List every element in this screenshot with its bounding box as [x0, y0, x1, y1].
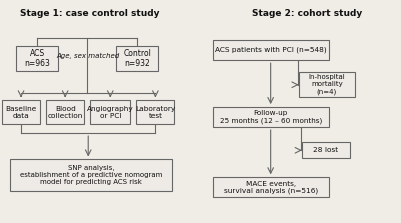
Text: ACS patients with PCI (n=548): ACS patients with PCI (n=548)	[215, 47, 326, 54]
FancyBboxPatch shape	[116, 46, 158, 71]
Text: MACE events,
survival analysis (n=516): MACE events, survival analysis (n=516)	[223, 181, 318, 194]
Text: Stage 1: case control study: Stage 1: case control study	[20, 9, 160, 18]
Text: Follow-up
25 months (12 – 60 months): Follow-up 25 months (12 – 60 months)	[220, 110, 322, 124]
FancyBboxPatch shape	[302, 142, 350, 158]
Text: In-hospital
mortality
(n=4): In-hospital mortality (n=4)	[308, 74, 345, 95]
Text: Blood
collection: Blood collection	[47, 105, 83, 119]
FancyBboxPatch shape	[10, 159, 172, 191]
Text: ACS
n=963: ACS n=963	[24, 49, 50, 68]
Text: Angiography
or PCI: Angiography or PCI	[87, 105, 134, 119]
FancyBboxPatch shape	[90, 100, 130, 124]
FancyBboxPatch shape	[213, 107, 329, 127]
Text: 28 lost: 28 lost	[314, 147, 338, 153]
Text: Baseline
data: Baseline data	[6, 105, 36, 119]
Text: Stage 2: cohort study: Stage 2: cohort study	[252, 9, 362, 18]
Text: Laboratory
test: Laboratory test	[135, 105, 176, 119]
Text: Control
n=932: Control n=932	[124, 49, 151, 68]
Text: Age, sex matched: Age, sex matched	[57, 53, 120, 59]
FancyBboxPatch shape	[16, 46, 58, 71]
FancyBboxPatch shape	[213, 40, 329, 60]
FancyBboxPatch shape	[2, 100, 40, 124]
FancyBboxPatch shape	[213, 177, 329, 197]
FancyBboxPatch shape	[299, 72, 355, 97]
Text: SNP analysis,
establishment of a predictive nomogram
model for predicting ACS ri: SNP analysis, establishment of a predict…	[20, 165, 162, 185]
FancyBboxPatch shape	[46, 100, 84, 124]
FancyBboxPatch shape	[136, 100, 174, 124]
